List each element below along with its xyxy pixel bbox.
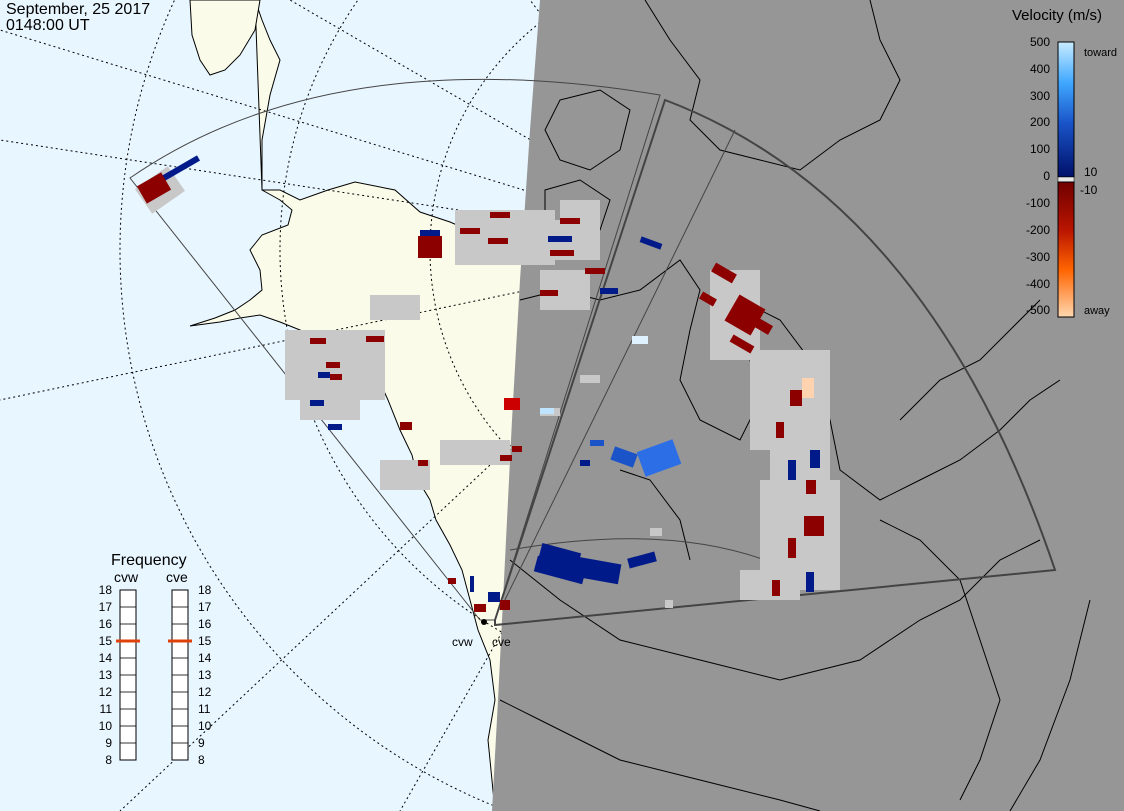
colorbar-tick-0: 0 [1043, 169, 1050, 183]
colorbar-tick-10: 10 [1084, 165, 1098, 179]
colorbar-title: Velocity (m/s) [1012, 7, 1102, 24]
colorbar-tick-neg100: -100 [1026, 196, 1050, 210]
frequency-tick-right: 16 [198, 617, 212, 631]
colorbar-tick-neg10: -10 [1080, 183, 1098, 197]
frequency-radar-cve: cve [166, 569, 188, 585]
frequency-tick-left: 15 [99, 634, 113, 648]
frequency-panel: Frequency cvw cve 18 18 17 17 16 16 15 15 14 14 13… [99, 552, 212, 767]
scatter-gray [135, 166, 840, 608]
colorbar-tick-200: 200 [1030, 115, 1050, 129]
scatter-away [136, 172, 824, 612]
frequency-tick-left: 14 [99, 651, 113, 665]
frequency-tick-left: 10 [99, 719, 113, 733]
colorbar-tick-100: 100 [1030, 142, 1050, 156]
frequency-tick-right: 12 [198, 685, 212, 699]
frequency-tick-left: 13 [99, 668, 113, 682]
frequency-tick-left: 9 [105, 736, 112, 750]
colorbar-tick-neg300: -300 [1026, 250, 1050, 264]
radar-site-marker [481, 619, 487, 625]
frequency-tick-left: 16 [99, 617, 113, 631]
frequency-tick-right: 15 [198, 634, 212, 648]
frequency-tick-left: 11 [100, 702, 113, 716]
radar-site-label-cvw: cvw [452, 635, 473, 649]
frequency-tick-right: 10 [198, 719, 212, 733]
colorbar-tick-500: 500 [1030, 35, 1050, 49]
colorbar-tick-neg500: -500 [1026, 303, 1050, 317]
frequency-tick-right: 13 [198, 668, 212, 682]
frequency-tick-right: 11 [198, 702, 211, 716]
frequency-tick-left: 8 [105, 753, 112, 767]
timestamp-date: September, 25 2017 [6, 1, 151, 18]
colorbar-tick-neg200: -200 [1026, 223, 1050, 237]
radar-fov-outlines [129, 78, 1057, 627]
frequency-tick-left: 12 [99, 685, 113, 699]
radar-site-label-cve: cve [492, 635, 511, 649]
frequency-tick-left: 18 [99, 583, 113, 597]
frequency-tick-right: 8 [198, 753, 205, 767]
colorbar-tick-neg400: -400 [1026, 277, 1050, 291]
frequency-title: Frequency [111, 552, 187, 569]
colorbar-away-label: away [1084, 305, 1110, 317]
colorbar-tick-400: 400 [1030, 62, 1050, 76]
timestamp-time: 0148:00 UT [6, 17, 90, 34]
velocity-colorbar: Velocity (m/s) 500 400 300 200 100 0 -10… [1012, 7, 1117, 318]
radar-sites: cvw cve [452, 619, 511, 649]
frequency-tick-right: 17 [198, 600, 212, 614]
land-asia-corner [189, 0, 261, 76]
frequency-radar-cvw: cvw [114, 569, 139, 585]
colorbar-tick-300: 300 [1030, 89, 1050, 103]
frequency-tick-right: 9 [198, 736, 205, 750]
frequency-tick-left: 17 [99, 600, 113, 614]
frequency-tick-right: 14 [198, 651, 212, 665]
frequency-tick-right: 18 [198, 583, 212, 597]
colorbar-toward-label: toward [1084, 47, 1117, 59]
